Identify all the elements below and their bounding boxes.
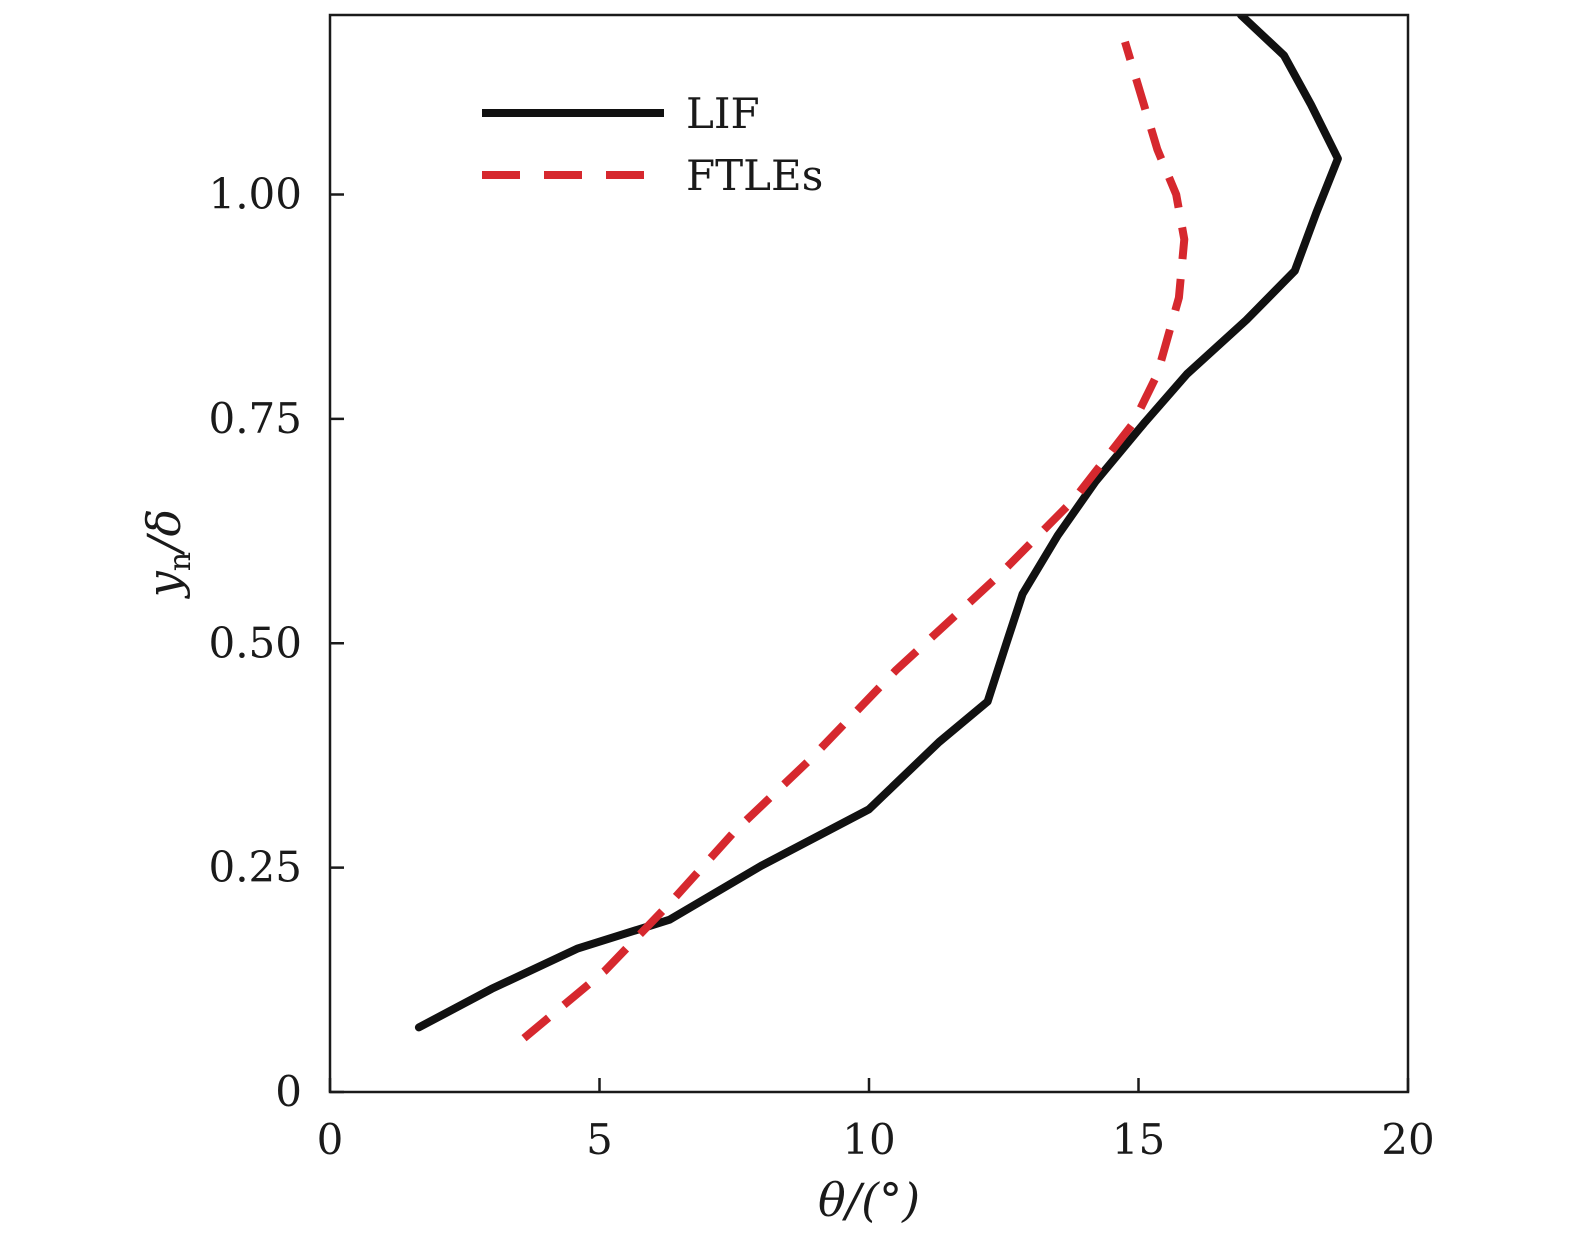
x-axis-label: θ/(°) [818, 1173, 920, 1227]
ticks-layer: 0 5 10 15 20 0 0.25 0.50 0.75 1.00 [208, 170, 1434, 1165]
x-tick-label: 10 [842, 1115, 895, 1164]
legend-label-ftles: FTLEs [686, 151, 823, 200]
y-tick-label: 0 [275, 1067, 302, 1116]
series-layer [414, 15, 1342, 1042]
series-line-ftles [521, 40, 1189, 1042]
legend-label-lif: LIF [686, 89, 760, 138]
x-tick-label: 5 [586, 1115, 613, 1164]
y-tick-label: 0.25 [208, 843, 302, 892]
x-tick-label: 0 [317, 1115, 344, 1164]
y-axis-label: yn/δ [137, 509, 198, 600]
y-axis-label-main: y [137, 570, 191, 599]
y-tick-label: 0.75 [208, 394, 302, 443]
x-tick-label: 15 [1112, 1115, 1165, 1164]
legend: LIF FTLEs [482, 89, 823, 200]
x-tick-label: 20 [1381, 1115, 1434, 1164]
y-axis-label-sub: n [163, 552, 198, 571]
series-line-lif [414, 15, 1342, 1032]
y-tick-label: 1.00 [208, 170, 302, 219]
y-axis-label-rest: /δ [137, 509, 191, 556]
y-tick-label: 0.50 [208, 618, 302, 667]
